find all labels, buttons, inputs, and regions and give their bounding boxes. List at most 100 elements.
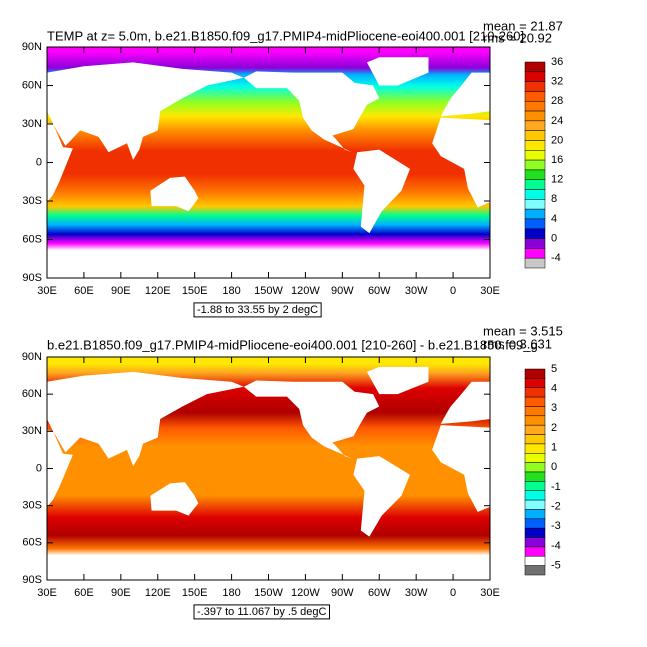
colorbar-box: [524, 481, 546, 491]
x-tick-label: 60E: [74, 285, 94, 297]
y-tick-label: 30S: [22, 195, 42, 207]
colorbar-label: -1: [551, 481, 561, 493]
colorbar-box: [524, 509, 546, 520]
x-tick-label: 0: [450, 285, 456, 297]
colorbar-box: [524, 169, 546, 180]
x-tick-label: 30E: [480, 587, 500, 599]
x-tick-label: 90E: [111, 587, 131, 599]
colorbar-label: -4: [551, 252, 561, 264]
x-tick-label: 150E: [182, 587, 208, 599]
x-tick-label: 60W: [368, 587, 391, 599]
colorbar-label: 24: [551, 115, 563, 127]
x-tick-label: 30E: [480, 285, 500, 297]
colorbar-box: [524, 396, 546, 407]
x-tick-label: 60W: [368, 285, 391, 297]
x-tick-label: 30W: [405, 285, 428, 297]
colorbar-label: 8: [551, 193, 557, 205]
colorbar-label: 3: [551, 402, 557, 414]
x-tick-label: 180: [222, 587, 240, 599]
y-tick-label: 60N: [22, 388, 42, 400]
x-tick-label: 30E: [37, 285, 57, 297]
y-tick-label: 90S: [22, 574, 42, 586]
panel-title: TEMP at z= 5.0m, b.e21.B1850.f09_g17.PMI…: [47, 28, 524, 43]
x-tick-label: 30E: [37, 587, 57, 599]
colorbar-box: [524, 189, 546, 200]
colorbar-label: -2: [551, 501, 561, 513]
y-tick-label: 0: [36, 462, 42, 474]
colorbar-box: [524, 453, 546, 463]
colorbar-box: [524, 556, 546, 566]
colorbar-box: [524, 179, 546, 190]
colorbar-box: [524, 434, 546, 445]
mean-label: mean = 21.87: [483, 18, 563, 33]
footer-box: [193, 604, 330, 620]
rms-label: rms = 3.631: [483, 336, 552, 351]
x-tick-label: 90W: [331, 285, 354, 297]
colorbar-label: 1: [551, 442, 557, 454]
colorbar-box: [524, 518, 546, 529]
colorbar-box: [524, 406, 546, 417]
x-tick-label: 150E: [182, 285, 208, 297]
x-tick-label: 120W: [291, 285, 320, 297]
colorbar-box: [524, 159, 546, 171]
colorbar-box: [524, 248, 546, 259]
y-tick-label: 0: [36, 156, 42, 168]
colorbar-box: [524, 199, 546, 210]
y-tick-label: 90S: [22, 272, 42, 284]
y-tick-label: 30N: [22, 425, 42, 437]
map-2: [47, 357, 490, 580]
rms-label: rms = 20.92: [483, 30, 552, 45]
colorbar-label: -3: [551, 520, 561, 532]
colorbar-box: [524, 424, 546, 435]
colorbar-box: [524, 490, 546, 501]
y-tick-label: 90N: [22, 41, 42, 53]
x-tick-label: 0: [450, 587, 456, 599]
colorbar-label: 4: [551, 213, 557, 225]
colorbar-box: [524, 537, 546, 548]
x-tick-label: 90E: [111, 285, 131, 297]
colorbar-box: [524, 443, 546, 454]
colorbar-box: [524, 415, 546, 426]
colorbar-box: [524, 238, 546, 249]
colorbar-box: [524, 499, 546, 510]
colorbar-box: [524, 368, 546, 379]
colorbar-box: [524, 471, 546, 482]
colorbar-label: 32: [551, 76, 563, 88]
x-tick-label: 150W: [254, 285, 283, 297]
footer-label: -1.88 to 33.55 by 2 degC: [197, 304, 318, 316]
colorbar-label: 36: [551, 56, 563, 68]
footer-box: [193, 302, 322, 318]
colorbar-box: [524, 140, 546, 151]
colorbar-label: 4: [551, 383, 557, 395]
colorbar-box: [524, 546, 546, 557]
colorbar-label: 5: [551, 363, 557, 375]
y-tick-label: 60N: [22, 79, 42, 91]
colorbar-box: [524, 462, 546, 473]
colorbar-label: 0: [551, 232, 557, 244]
colorbar-label: 12: [551, 174, 563, 186]
x-tick-label: 90W: [331, 587, 354, 599]
x-tick-label: 120E: [145, 285, 171, 297]
colorbar-label: -5: [551, 560, 561, 572]
x-tick-label: 180: [222, 285, 240, 297]
colorbar-box: [524, 100, 546, 112]
colorbar-label: 16: [551, 154, 563, 166]
x-tick-label: 30W: [405, 587, 428, 599]
y-tick-label: 60S: [22, 233, 42, 245]
y-tick-label: 90N: [22, 351, 42, 363]
colorbar-label: 0: [551, 461, 557, 473]
colorbar-box: [524, 378, 546, 388]
colorbar-box: [524, 257, 546, 269]
colorbar-box: [524, 91, 546, 102]
panel-title: b.e21.B1850.f09_g17.PMIP4-midPliocene-eo…: [47, 337, 538, 352]
colorbar-box: [524, 218, 546, 230]
colorbar-box: [524, 110, 546, 122]
y-tick-label: 30S: [22, 500, 42, 512]
footer-label: -.397 to 11.067 by .5 degC: [197, 606, 326, 618]
colorbar-box: [524, 527, 546, 538]
colorbar-box: [524, 81, 546, 92]
colorbar-box: [524, 71, 546, 82]
y-tick-label: 60S: [22, 537, 42, 549]
x-tick-label: 60E: [74, 587, 94, 599]
